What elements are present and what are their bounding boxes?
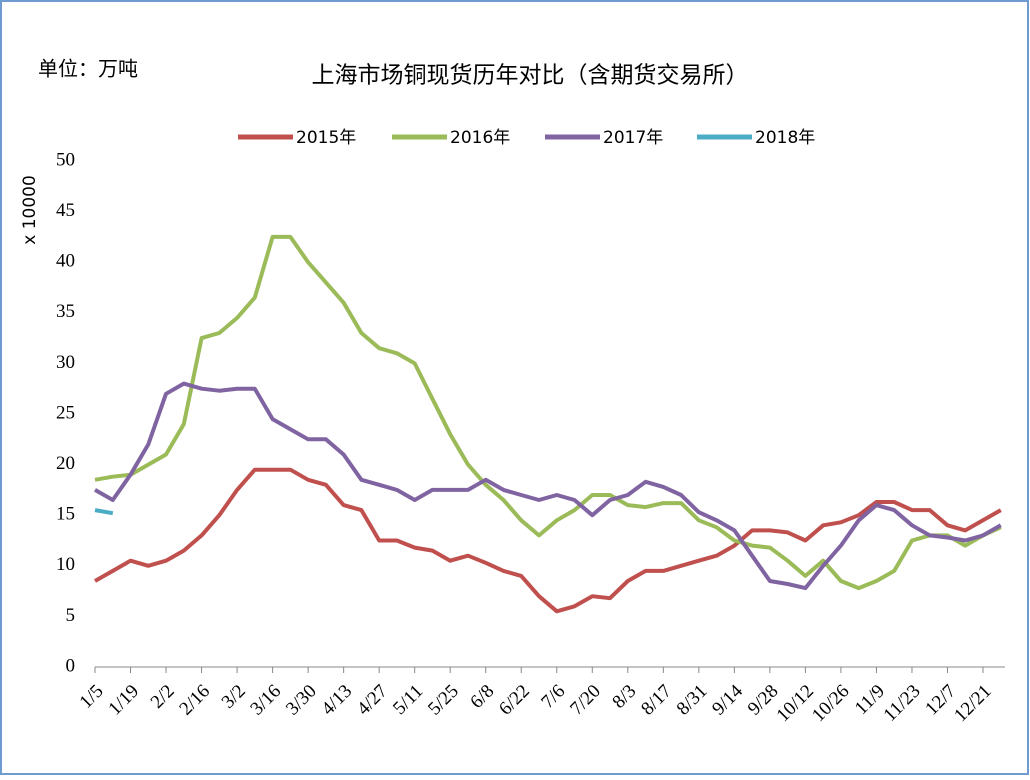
y-tick-label: 35 — [56, 301, 75, 322]
legend-label: 2018年 — [755, 128, 815, 148]
series-line — [94, 234, 1002, 591]
y-tick-label: 15 — [56, 504, 75, 525]
legend-label: 2015年 — [296, 128, 356, 148]
series-line — [94, 508, 114, 516]
y-tick-label: 10 — [56, 554, 75, 575]
legend-label: 2016年 — [450, 128, 510, 148]
chart-title: 上海市场铜现货历年对比（含期货交易所） — [312, 63, 749, 89]
y-tick-label: 30 — [56, 352, 75, 373]
y-tick-label: 5 — [66, 605, 76, 626]
y-tick-label: 0 — [66, 655, 76, 676]
y-axis-label: x 10000 — [20, 175, 40, 245]
y-tick-label: 50 — [56, 149, 75, 170]
y-tick-label: 45 — [56, 200, 75, 221]
y-tick-label: 40 — [56, 251, 75, 272]
unit-label: 单位：万吨 — [38, 57, 138, 81]
legend-label: 2017年 — [603, 128, 663, 148]
y-tick-label: 25 — [56, 402, 75, 423]
series-line — [94, 381, 1002, 591]
y-tick-label: 20 — [56, 453, 75, 474]
series-line — [94, 467, 1002, 614]
